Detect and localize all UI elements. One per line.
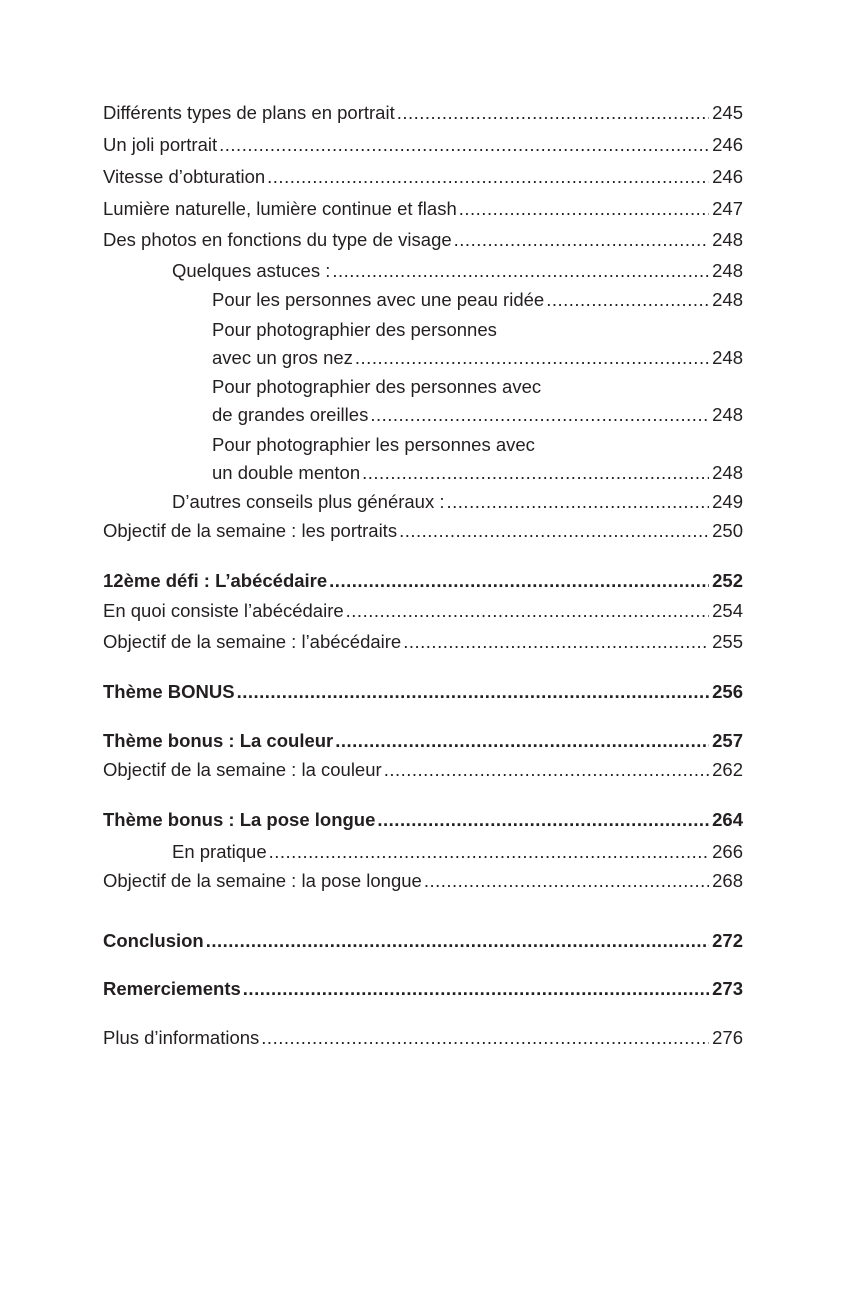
dot-leader <box>243 975 709 1003</box>
toc-title: Lumière naturelle, lumière continue et f… <box>103 198 457 219</box>
toc-page: 248 <box>712 347 743 368</box>
toc-entry: Pour photographier des personnes avec de … <box>212 373 743 429</box>
dot-leader <box>362 459 709 487</box>
toc-title-line1: Pour photographier des personnes avec <box>212 376 542 397</box>
toc-title: Vitesse d’obturation <box>103 166 266 187</box>
toc-title: Remerciements <box>103 978 241 999</box>
toc-title: Pour les personnes avec une peau ridée <box>212 289 545 310</box>
toc-page: 246 <box>712 166 743 187</box>
toc-chapter: 12ème défi : L’abécédaire 252 <box>103 567 743 595</box>
toc-page: 248 <box>712 289 743 310</box>
toc-page: 276 <box>712 1027 743 1048</box>
toc-title: En pratique <box>172 841 267 862</box>
toc-title: avec un gros nez <box>212 347 353 368</box>
toc-chapter: Remerciements 273 <box>103 975 743 1003</box>
toc-page: 245 <box>712 102 743 123</box>
toc-page: 273 <box>712 978 743 999</box>
dot-leader <box>335 727 709 755</box>
toc-page: 256 <box>712 681 743 702</box>
toc-title: Objectif de la semaine : la pose longue <box>103 870 422 891</box>
toc-title: 12ème défi : L’abécédaire <box>103 570 328 591</box>
toc-entry: Différents types de plans en portrait 245 <box>103 99 743 127</box>
dot-leader <box>267 163 709 191</box>
dot-leader <box>454 226 709 254</box>
dot-leader <box>424 867 709 895</box>
toc-title: Un joli portrait <box>103 134 218 155</box>
toc-entry: Objectif de la semaine : la couleur 262 <box>103 756 743 784</box>
toc-page: 262 <box>712 759 743 780</box>
toc-entry: En quoi consiste l’abécédaire 254 <box>103 597 743 625</box>
toc-title: En quoi consiste l’abécédaire <box>103 600 344 621</box>
dot-leader <box>219 131 709 159</box>
dot-leader <box>346 597 709 625</box>
dot-leader <box>261 1024 709 1052</box>
toc-title: de grandes oreilles <box>212 404 369 425</box>
dot-leader <box>329 567 709 595</box>
toc-entry: Pour photographier les personnes avec un … <box>212 431 743 487</box>
toc-title: Thème bonus : La pose longue <box>103 809 376 830</box>
dot-leader <box>370 401 709 429</box>
toc-entry: En pratique 266 <box>172 838 743 866</box>
toc-entry: Des photos en fonctions du type de visag… <box>103 226 743 254</box>
toc-page: 248 <box>712 404 743 425</box>
toc-page: 272 <box>712 930 743 951</box>
toc-page: 264 <box>712 809 743 830</box>
toc-entry: Lumière naturelle, lumière continue et f… <box>103 195 743 223</box>
dot-leader <box>377 806 709 834</box>
toc-title-line1: Pour photographier les personnes avec <box>212 434 535 455</box>
toc-title: Objectif de la semaine : l’abécédaire <box>103 631 402 652</box>
dot-leader <box>399 517 709 545</box>
dot-leader <box>397 99 709 127</box>
dot-leader <box>206 927 709 955</box>
toc-page: 246 <box>712 134 743 155</box>
toc-entry: Objectif de la semaine : l’abécédaire 255 <box>103 628 743 656</box>
toc-title-line1: Pour photographier des personnes <box>212 319 497 340</box>
toc-entry: Un joli portrait 246 <box>103 131 743 159</box>
toc-page: 268 <box>712 870 743 891</box>
toc-chapter: Conclusion 272 <box>103 927 743 955</box>
dot-leader <box>332 257 709 285</box>
toc-entry: Vitesse d’obturation 246 <box>103 163 743 191</box>
toc-page: 250 <box>712 520 743 541</box>
dot-leader <box>403 628 709 656</box>
toc-title: Des photos en fonctions du type de visag… <box>103 229 452 250</box>
toc-chapter: Thème bonus : La pose longue 264 <box>103 806 743 834</box>
toc-title: Thème bonus : La couleur <box>103 730 334 751</box>
toc-title: Conclusion <box>103 930 204 951</box>
dot-leader <box>459 195 709 223</box>
toc-entry: D’autres conseils plus généraux : 249 <box>172 488 743 516</box>
toc-entry: Plus d’informations 276 <box>103 1024 743 1052</box>
dot-leader <box>237 678 710 706</box>
toc-title: Objectif de la semaine : la couleur <box>103 759 382 780</box>
toc-title: Différents types de plans en portrait <box>103 102 395 123</box>
toc-page: 255 <box>712 631 743 652</box>
toc-title: D’autres conseils plus généraux : <box>172 491 445 512</box>
toc-page: 257 <box>712 730 743 751</box>
dot-leader <box>384 756 709 784</box>
dot-leader <box>546 286 709 314</box>
toc-entry: Objectif de la semaine : la pose longue 2… <box>103 867 743 895</box>
dot-leader <box>269 838 710 866</box>
toc-entry: Objectif de la semaine : les portraits 25… <box>103 517 743 545</box>
toc-page: 248 <box>712 260 743 281</box>
dot-leader <box>355 344 709 372</box>
toc-entry: Pour les personnes avec une peau ridée 24… <box>212 286 743 314</box>
toc-chapter: Thème bonus : La couleur 257 <box>103 727 743 755</box>
toc-page: 248 <box>712 229 743 250</box>
toc-title: Objectif de la semaine : les portraits <box>103 520 398 541</box>
toc-page: 266 <box>712 841 743 862</box>
toc-entry: Pour photographier des personnes avec un … <box>212 316 743 372</box>
toc-chapter: Thème BONUS 256 <box>103 678 743 706</box>
toc-page: 247 <box>712 198 743 219</box>
toc-title: Quelques astuces : <box>172 260 331 281</box>
toc-title: un double menton <box>212 462 361 483</box>
toc-title: Thème BONUS <box>103 681 235 702</box>
toc-title: Plus d’informations <box>103 1027 260 1048</box>
toc-page: 249 <box>712 491 743 512</box>
dot-leader <box>447 488 710 516</box>
toc-page: 254 <box>712 600 743 621</box>
toc-page: 252 <box>712 570 743 591</box>
toc-entry: Quelques astuces : 248 <box>172 257 743 285</box>
toc-page: 248 <box>712 462 743 483</box>
